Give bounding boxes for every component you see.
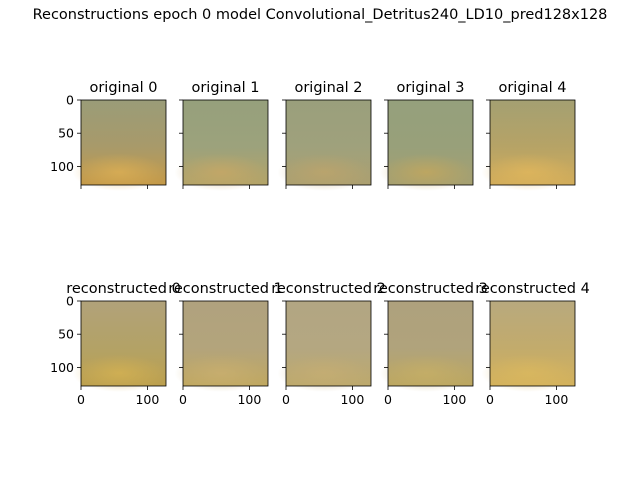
xtick-label-7-1: 100 (340, 392, 364, 407)
panel-highlight-2 (277, 153, 371, 191)
panel-frame-5 (80, 300, 167, 387)
panel-highlight-9 (481, 354, 575, 392)
ytick-label-0-0: 0 (66, 93, 74, 108)
figure-title: Reconstructions epoch 0 model Convolutio… (32, 7, 608, 23)
panel-1: original 1 (174, 80, 269, 191)
panel-highlight-3 (379, 153, 473, 191)
panel-6: reconstructed 1 0 100 (168, 281, 283, 407)
panel-title-7: reconstructed 2 (271, 281, 386, 297)
panel-8: reconstructed 3 0 100 (373, 281, 488, 407)
xtick-label-5-0: 0 (77, 392, 85, 407)
panel-title-1: original 1 (191, 80, 259, 96)
ytick-label-5-1: 50 (58, 327, 74, 342)
panel-highlight-1 (174, 153, 268, 191)
panel-frame-9 (489, 300, 576, 387)
panel-highlight-8 (379, 354, 473, 392)
panel-highlight-5 (72, 354, 166, 392)
panel-frame-7 (285, 300, 372, 387)
panel-frame-3 (387, 99, 474, 186)
panel-title-6: reconstructed 1 (168, 281, 283, 297)
panel-highlight-6 (174, 354, 268, 392)
panel-3: original 3 (379, 80, 474, 191)
panel-highlight-4 (481, 153, 575, 191)
panel-title-0: original 0 (89, 80, 157, 96)
panel-9: reconstructed 4 0 100 (475, 281, 590, 407)
ytick-label-0-1: 50 (58, 126, 74, 141)
panel-4: original 4 (481, 80, 576, 191)
xtick-label-6-0: 0 (179, 392, 187, 407)
panel-frame-2 (285, 99, 372, 186)
panel-title-3: original 3 (396, 80, 464, 96)
xtick-label-8-1: 100 (442, 392, 466, 407)
xtick-label-9-1: 100 (544, 392, 568, 407)
panel-0: original 0 0 50 100 (50, 80, 167, 191)
xtick-label-6-1: 100 (237, 392, 261, 407)
ytick-label-5-0: 0 (66, 294, 74, 309)
panel-title-9: reconstructed 4 (475, 281, 590, 297)
panel-frame-0 (80, 99, 167, 186)
panel-title-5: reconstructed 0 (66, 281, 181, 297)
panel-frame-1 (182, 99, 269, 186)
panel-frame-4 (489, 99, 576, 186)
panel-title-4: original 4 (498, 80, 566, 96)
panel-highlight-7 (277, 354, 371, 392)
panel-7: reconstructed 2 0 100 (271, 281, 386, 407)
ytick-label-5-2: 100 (50, 360, 74, 375)
xtick-label-5-1: 100 (135, 392, 159, 407)
panel-highlight-0 (72, 153, 166, 191)
panel-frame-6 (182, 300, 269, 387)
panel-title-2: original 2 (294, 80, 362, 96)
panel-frame-8 (387, 300, 474, 387)
panel-2: original 2 (277, 80, 372, 191)
ytick-label-0-2: 100 (50, 159, 74, 174)
xtick-label-7-0: 0 (282, 392, 290, 407)
xtick-label-8-0: 0 (384, 392, 392, 407)
panel-title-8: reconstructed 3 (373, 281, 488, 297)
xtick-label-9-0: 0 (486, 392, 494, 407)
